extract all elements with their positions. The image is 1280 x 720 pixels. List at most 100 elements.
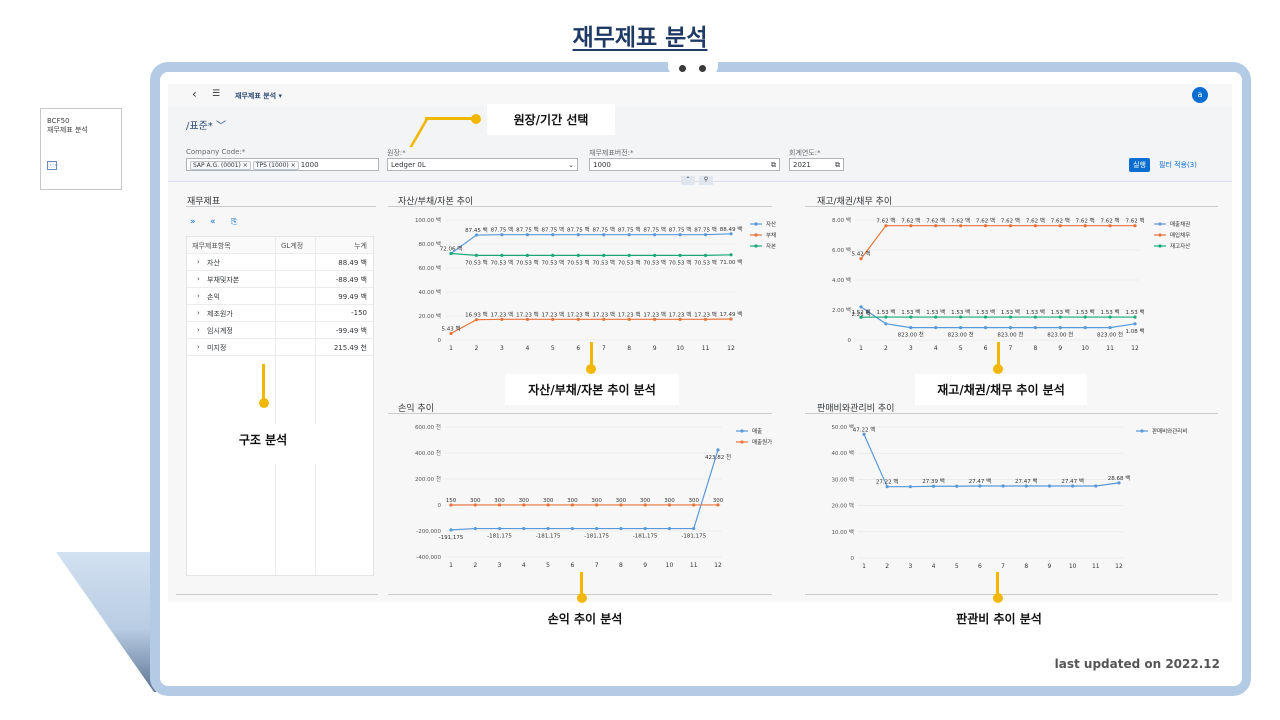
x-tick-label: 9 bbox=[653, 345, 657, 352]
back-icon[interactable]: ‹ bbox=[192, 87, 197, 101]
data-point bbox=[1001, 484, 1005, 488]
data-label: 7.62 백 bbox=[901, 217, 920, 225]
app-title[interactable]: 재무제표 분석 ▾ bbox=[235, 92, 283, 100]
data-point bbox=[602, 233, 606, 237]
y-tick-label: 10.00 백 bbox=[831, 528, 854, 536]
y-tick-label: 30.00 백 bbox=[831, 475, 854, 483]
data-point bbox=[551, 253, 555, 257]
data-label: 70.53 백 bbox=[567, 258, 590, 266]
table-row[interactable]: › 자산 88.49 백 bbox=[187, 254, 373, 271]
data-label: -181,175 bbox=[487, 534, 512, 540]
x-tick-label: 2 bbox=[473, 562, 477, 569]
data-point bbox=[667, 526, 672, 531]
data-point bbox=[978, 484, 982, 488]
table-row[interactable]: › 손익 99.49 백 bbox=[187, 288, 373, 305]
callout-line bbox=[996, 572, 999, 596]
data-point bbox=[551, 233, 555, 237]
expand-icon[interactable]: › bbox=[197, 343, 200, 351]
value-help-icon[interactable]: ⧉ bbox=[771, 161, 776, 169]
divider bbox=[805, 206, 1218, 207]
data-point bbox=[934, 315, 938, 319]
legend-marker bbox=[1140, 429, 1144, 433]
data-label: 300 bbox=[616, 498, 627, 504]
series-line bbox=[450, 449, 719, 531]
expand-icon[interactable]: › bbox=[197, 275, 200, 283]
table-row[interactable]: › 제조원가 -150 bbox=[187, 305, 373, 322]
company-code-field[interactable]: SAP A.G. (0001) × TPS (1000) × 1000 bbox=[186, 158, 379, 171]
x-tick-label: 3 bbox=[909, 345, 913, 352]
pin-header-icon[interactable]: ⚲ bbox=[699, 176, 713, 185]
data-point bbox=[595, 503, 599, 507]
data-label: 7.62 백 bbox=[1125, 217, 1144, 225]
data-point bbox=[525, 253, 529, 257]
data-point bbox=[692, 503, 696, 507]
data-point bbox=[983, 326, 988, 330]
go-button[interactable]: 실행 bbox=[1129, 158, 1150, 172]
data-point bbox=[1117, 481, 1121, 485]
y-tick-label: 2.00 백 bbox=[832, 306, 851, 314]
company-token-1[interactable]: SAP A.G. (0001) × bbox=[190, 161, 251, 170]
data-point bbox=[497, 503, 502, 507]
collapse-header-icon[interactable]: ⌃ bbox=[681, 176, 695, 185]
data-label: 823.00 천 bbox=[948, 331, 974, 339]
data-point bbox=[522, 503, 526, 507]
data-label: 7.62 백 bbox=[1026, 217, 1045, 225]
expand-all-icon[interactable]: » bbox=[190, 217, 196, 227]
chart-title: 손익 추이 bbox=[398, 404, 434, 414]
x-tick-label: 5 bbox=[551, 345, 555, 352]
data-point bbox=[449, 331, 453, 336]
adapt-filters-button[interactable]: 필터 적용(3) bbox=[1159, 161, 1197, 169]
data-point bbox=[1008, 315, 1013, 319]
table-row[interactable]: › 부채및자본 -88.49 백 bbox=[187, 271, 373, 288]
expand-icon[interactable]: › bbox=[197, 309, 200, 317]
company-code-input[interactable]: 1000 bbox=[300, 161, 319, 169]
data-point bbox=[908, 485, 912, 489]
data-point bbox=[959, 315, 963, 319]
legend-label: 자본 bbox=[766, 242, 776, 250]
y-tick-label: 20.00 백 bbox=[418, 312, 441, 320]
app-tile[interactable]: BCF50 재무제표 분석 ⓢⓢ bbox=[40, 108, 122, 190]
x-tick-label: 11 bbox=[1092, 563, 1100, 570]
expand-icon[interactable]: › bbox=[197, 292, 200, 300]
company-token-2[interactable]: TPS (1000) × bbox=[252, 161, 299, 170]
x-tick-label: 2 bbox=[475, 345, 479, 352]
variant-selector[interactable]: /표준* ﹀ bbox=[186, 121, 226, 132]
avatar[interactable]: a bbox=[1192, 87, 1208, 103]
y-tick-label: 600.00 천 bbox=[415, 423, 441, 431]
chart-title: 판매비와관리비 추이 bbox=[817, 404, 895, 414]
data-point bbox=[473, 526, 477, 531]
table-row[interactable]: › 임시계정 -99.49 백 bbox=[187, 322, 373, 339]
callout-dot bbox=[993, 364, 1003, 374]
x-tick-label: 4 bbox=[934, 345, 938, 352]
collapse-all-icon[interactable]: « bbox=[210, 217, 216, 227]
menu-icon[interactable]: ☰ bbox=[212, 89, 221, 99]
data-label: 1.53 백 bbox=[1076, 308, 1095, 316]
data-point bbox=[862, 432, 866, 436]
ledger-select[interactable]: Ledger 0L ⌄ bbox=[387, 158, 578, 171]
data-point bbox=[570, 526, 574, 531]
data-label: 87.75 백 bbox=[491, 226, 514, 234]
data-point bbox=[500, 233, 504, 237]
expand-icon[interactable]: › bbox=[197, 326, 200, 334]
data-point bbox=[576, 233, 580, 237]
x-tick-label: 2 bbox=[884, 345, 888, 352]
callout-structure: 구조 분석 bbox=[202, 424, 324, 464]
table-row[interactable]: › 미지정 215.49 천 bbox=[187, 339, 373, 356]
column-divider bbox=[275, 237, 276, 575]
expand-icon[interactable]: › bbox=[197, 258, 200, 266]
data-point bbox=[1058, 315, 1062, 319]
y-tick-label: 80.00 백 bbox=[418, 240, 441, 248]
fiscal-year-field[interactable]: 2021 ⧉ bbox=[789, 158, 844, 171]
data-label: 7.62 백 bbox=[1101, 217, 1120, 225]
export-icon[interactable]: ⎘ bbox=[231, 217, 238, 226]
version-field[interactable]: 1000 ⧉ bbox=[589, 158, 780, 171]
legend-marker bbox=[754, 233, 758, 237]
x-tick-label: 10 bbox=[666, 562, 674, 569]
chart-sga: 010.00 백20.00 백30.00 백40.00 백50.00 백1 2 3 4… bbox=[831, 423, 1187, 570]
data-label: 1.53 백 bbox=[901, 308, 920, 316]
value-help-icon[interactable]: ⧉ bbox=[835, 161, 840, 169]
data-point bbox=[619, 503, 623, 507]
data-label: 16.93 백 bbox=[465, 311, 488, 319]
data-point bbox=[1058, 326, 1062, 330]
data-point bbox=[1033, 315, 1037, 319]
